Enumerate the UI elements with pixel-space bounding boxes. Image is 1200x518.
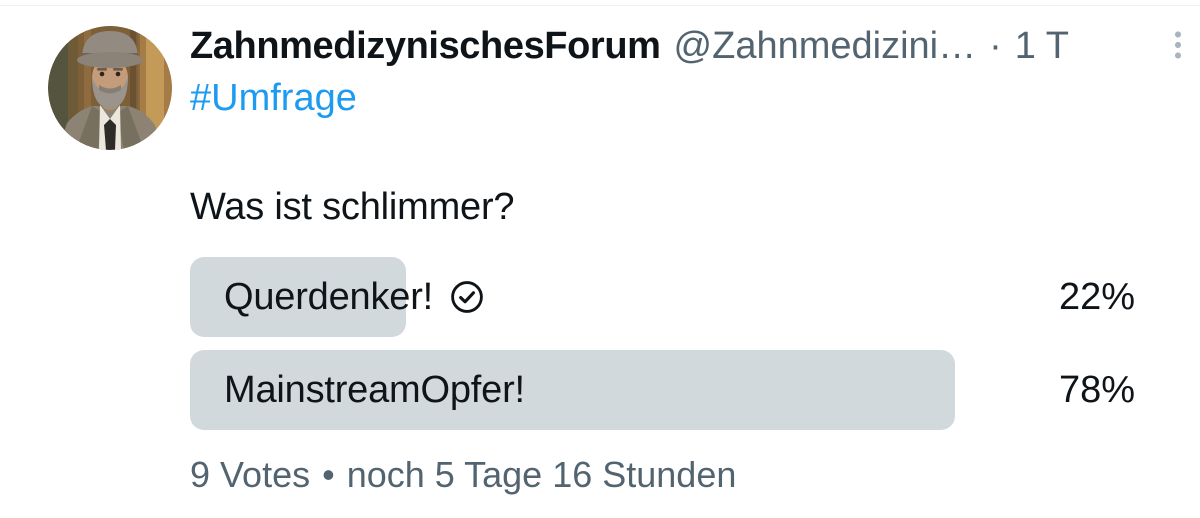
overflow-menu-button[interactable] — [1158, 25, 1198, 65]
poll-option-row: MainstreamOpfer! 78% — [190, 350, 1171, 430]
header-separator: · — [989, 25, 1002, 67]
poll-bar — [190, 257, 406, 337]
hashtag-link[interactable]: #Umfrage — [190, 77, 357, 119]
avatar-image — [48, 26, 172, 150]
top-divider — [0, 5, 1200, 6]
footer-separator: • — [322, 454, 335, 495]
poll-question: Was ist schlimmer? — [190, 186, 515, 228]
poll-option-label-group: MainstreamOpfer! — [224, 350, 525, 430]
poll-option-label: MainstreamOpfer! — [224, 368, 525, 411]
tweet-header: ZahnmedizynischesForum @Zahnmedizini… · … — [190, 22, 1069, 70]
timestamp[interactable]: 1 T — [1014, 25, 1069, 67]
poll-option-label-group: Querdenker! — [224, 257, 485, 337]
poll-option-row: Querdenker! 22% — [190, 257, 1171, 337]
author-handle[interactable]: @Zahnmedizini… — [673, 25, 977, 67]
time-remaining: noch 5 Tage 16 Stunden — [346, 454, 737, 495]
poll-option-percent: 78% — [1058, 368, 1135, 411]
poll-bar — [190, 350, 956, 430]
poll-results: Querdenker! 22% MainstreamOpfer! 78% — [190, 257, 1171, 443]
poll-option-percent: 22% — [1058, 275, 1135, 318]
poll-footer: 9 Votes • noch 5 Tage 16 Stunden — [190, 452, 736, 498]
check-circle-icon — [449, 279, 485, 315]
poll-option-label: Querdenker! — [224, 275, 434, 318]
kebab-vertical-icon — [1174, 31, 1182, 59]
avatar[interactable] — [48, 26, 172, 150]
vote-count: 9 Votes — [190, 454, 311, 495]
author-name[interactable]: ZahnmedizynischesForum — [190, 25, 661, 67]
